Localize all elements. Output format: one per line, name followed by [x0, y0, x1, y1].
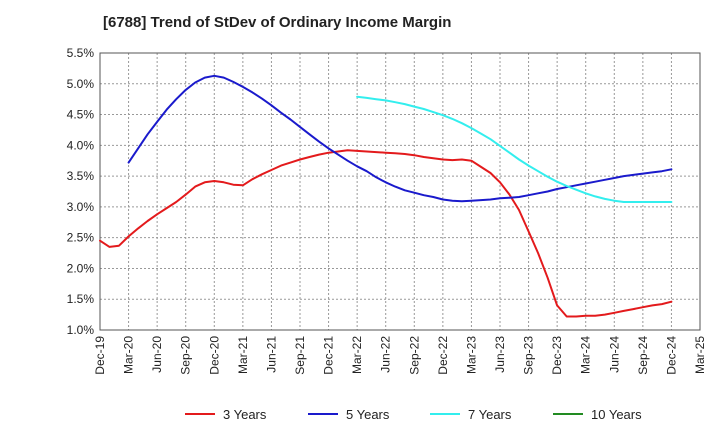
series-line-3-years [99, 149, 673, 318]
y-tick-label: 4.5% [67, 108, 95, 122]
y-tick-label: 5.0% [67, 77, 95, 91]
x-tick-label: Sep-21 [293, 336, 307, 375]
x-tick-label: Mar-20 [122, 336, 136, 374]
legend-label: 7 Years [468, 407, 512, 422]
x-tick-label: Dec-22 [436, 336, 450, 375]
series-line-7-years [356, 95, 673, 203]
chart-title: [6788] Trend of StDev of Ordinary Income… [103, 14, 452, 31]
plot-frame [99, 52, 701, 331]
x-tick-label: Dec-19 [93, 336, 107, 375]
y-tick-label: 2.0% [67, 261, 95, 275]
x-tick-label: Sep-23 [522, 336, 536, 375]
x-tick-label: Jun-22 [379, 336, 393, 373]
y-tick-label: 1.0% [67, 323, 95, 337]
legend-label: 5 Years [346, 407, 390, 422]
legend-label: 10 Years [591, 407, 642, 422]
x-tick-label: Sep-20 [179, 336, 193, 375]
x-tick-label: Dec-21 [322, 336, 336, 375]
x-tick-label: Jun-20 [150, 336, 164, 373]
x-tick-label: Dec-23 [550, 336, 564, 375]
x-tick-label: Mar-21 [236, 336, 250, 374]
series-lines [99, 74, 673, 318]
x-tick-label: Dec-24 [664, 336, 678, 375]
x-tick-label: Sep-24 [636, 336, 650, 375]
y-axis: 1.0% 1.5% 2.0% 2.5% 3.0% 3.5% 4.0% 4.5% 5.0% 5.5% [67, 46, 95, 337]
y-tick-label: 2.5% [67, 231, 95, 245]
y-tick-label: 3.0% [67, 200, 95, 214]
x-tick-label: Dec-20 [207, 336, 221, 375]
x-tick-label: Jun-23 [493, 336, 507, 373]
x-tick-label: Mar-25 [693, 336, 707, 374]
x-axis: Dec-19 Mar-20 Jun-20 Sep-20 Dec-20 Mar-21 Jun-… [93, 336, 707, 375]
x-tick-label: Mar-22 [350, 336, 364, 374]
x-tick-label: Jun-24 [607, 336, 621, 373]
x-tick-label: Sep-22 [407, 336, 421, 375]
legend: 3 Years 5 Years 7 Years 10 Years [185, 407, 642, 422]
series-line-5-years [127, 74, 673, 203]
y-tick-label: 4.0% [67, 138, 95, 152]
x-tick-label: Jun-21 [264, 336, 278, 373]
x-tick-label: Mar-23 [464, 336, 478, 374]
y-tick-label: 3.5% [67, 169, 95, 183]
legend-label: 3 Years [223, 407, 267, 422]
x-tick-label: Mar-24 [579, 336, 593, 374]
y-tick-label: 5.5% [67, 46, 95, 60]
y-tick-label: 1.5% [67, 292, 95, 306]
